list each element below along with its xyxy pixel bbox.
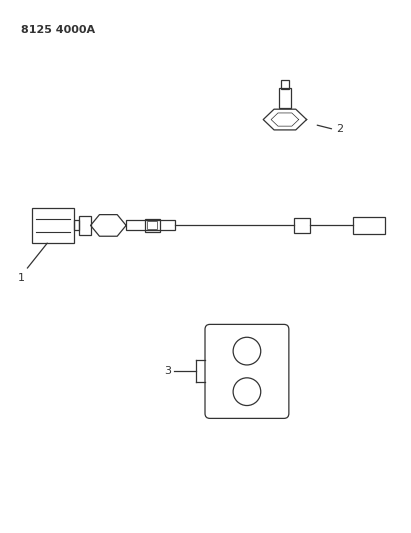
Bar [32,208,74,243]
Bar [281,80,289,89]
Text: 2: 2 [336,124,343,134]
Bar [74,221,79,230]
Text: 1: 1 [18,273,25,283]
Bar [353,216,385,235]
Bar [279,88,291,108]
Bar [294,217,309,233]
Bar [148,222,157,229]
Text: 8125 4000A: 8125 4000A [21,25,95,35]
Bar [79,215,90,236]
Bar [125,221,175,230]
Text: 3: 3 [164,366,171,376]
Bar [145,219,160,232]
